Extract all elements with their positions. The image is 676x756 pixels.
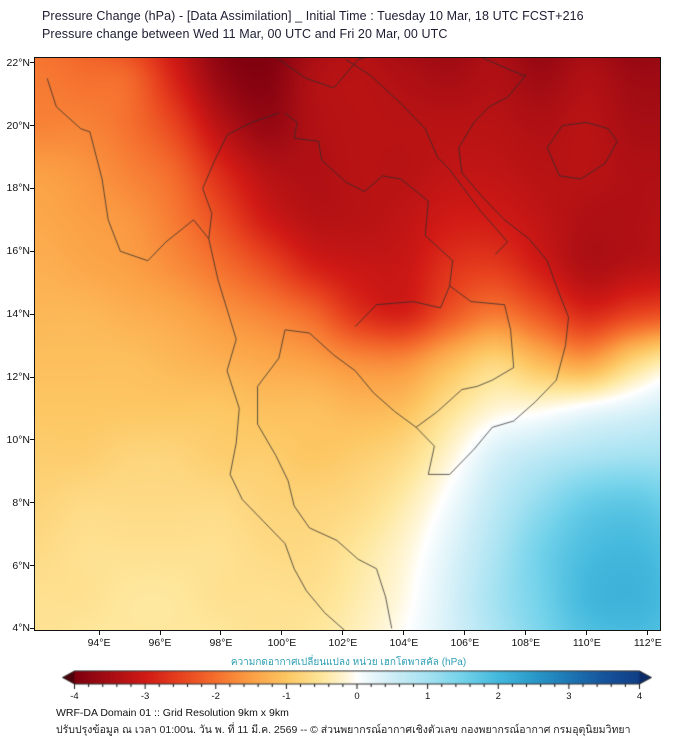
y-axis-tick xyxy=(30,125,34,127)
y-axis-tick xyxy=(30,439,34,441)
colorbar-tick-label: 3 xyxy=(566,691,572,702)
x-axis-tick xyxy=(98,631,100,635)
y-axis-tick-label: 20°N xyxy=(6,119,30,132)
x-axis-tick-label: 106°E xyxy=(450,637,480,649)
y-axis-tick xyxy=(30,62,34,64)
y-axis-tick xyxy=(30,627,34,629)
colorbar-tick-label: -2 xyxy=(211,691,220,702)
colorbar-tick-label: -4 xyxy=(70,691,79,702)
x-axis-tick xyxy=(342,631,344,635)
x-axis-tick-label: 104°E xyxy=(389,637,419,649)
y-axis-tick-label: 8°N xyxy=(12,496,30,509)
colorbar-tick-label: 0 xyxy=(354,691,360,702)
y-axis-tick xyxy=(30,250,34,252)
x-axis-tick xyxy=(403,631,405,635)
colorbar-title: ความกดอากาศเปลี่ยนแปลง หน่วย เฮกโตพาสคัล… xyxy=(230,657,467,668)
x-axis-tick-label: 112°E xyxy=(633,637,662,649)
y-axis-tick-label: 10°N xyxy=(6,433,30,446)
x-axis-tick-label: 94°E xyxy=(87,637,111,649)
colorbar-tick-label: 4 xyxy=(636,691,643,702)
y-axis-tick-label: 6°N xyxy=(12,559,30,572)
y-axis-tick-label: 12°N xyxy=(6,371,30,383)
map-frame xyxy=(34,57,661,631)
x-axis-tick xyxy=(647,631,649,635)
x-axis-tick xyxy=(586,631,588,635)
colorbar-tick-label: -3 xyxy=(140,691,150,702)
x-axis-tick xyxy=(281,631,283,635)
x-axis-tick-label: 96°E xyxy=(148,637,172,649)
x-axis-tick xyxy=(220,631,222,635)
y-axis-tick-label: 16°N xyxy=(6,245,30,258)
y-axis-tick-label: 18°N xyxy=(6,182,30,195)
x-axis-tick-label: 100°E xyxy=(267,637,297,649)
x-axis-tick-label: 102°E xyxy=(328,637,358,649)
colorbar-tick-labels: -4 -3 -2 -1 0 1 2 3 4 xyxy=(62,691,652,703)
y-axis-tick-label: 14°N xyxy=(6,308,30,321)
footer-domain-info: WRF-DA Domain 01 :: Grid Resolution 9km … xyxy=(56,707,289,719)
colorbar-tick-label: -1 xyxy=(282,691,291,702)
x-axis-tick xyxy=(525,631,527,635)
title-line-1: Pressure Change (hPa) - [Data Assimilati… xyxy=(42,9,584,23)
x-axis-tick-label: 108°E xyxy=(511,637,541,649)
x-axis-tick xyxy=(464,631,466,635)
y-axis-tick xyxy=(30,313,34,315)
footer-update-info: ปรับปรุงข้อมูล ณ เวลา 01:00น. วัน พ. ที่… xyxy=(56,724,631,736)
title-line-2: Pressure change between Wed 11 Mar, 00 U… xyxy=(42,27,448,41)
colorbar-canvas xyxy=(62,670,652,690)
y-axis-tick xyxy=(30,376,34,378)
colorbar-tick-label: 2 xyxy=(495,691,501,702)
y-axis-tick xyxy=(30,502,34,504)
colorbar-tick-label: 1 xyxy=(424,691,431,702)
y-axis-tick xyxy=(30,565,34,567)
x-axis-tick xyxy=(159,631,161,635)
x-axis-tick-label: 110°E xyxy=(572,637,601,649)
pressure-change-map-canvas xyxy=(35,58,660,630)
y-axis-tick xyxy=(30,187,34,189)
y-axis-tick-label: 22°N xyxy=(6,56,30,69)
x-axis-tick-label: 98°E xyxy=(209,637,233,649)
y-axis-tick-label: 4°N xyxy=(12,622,30,635)
